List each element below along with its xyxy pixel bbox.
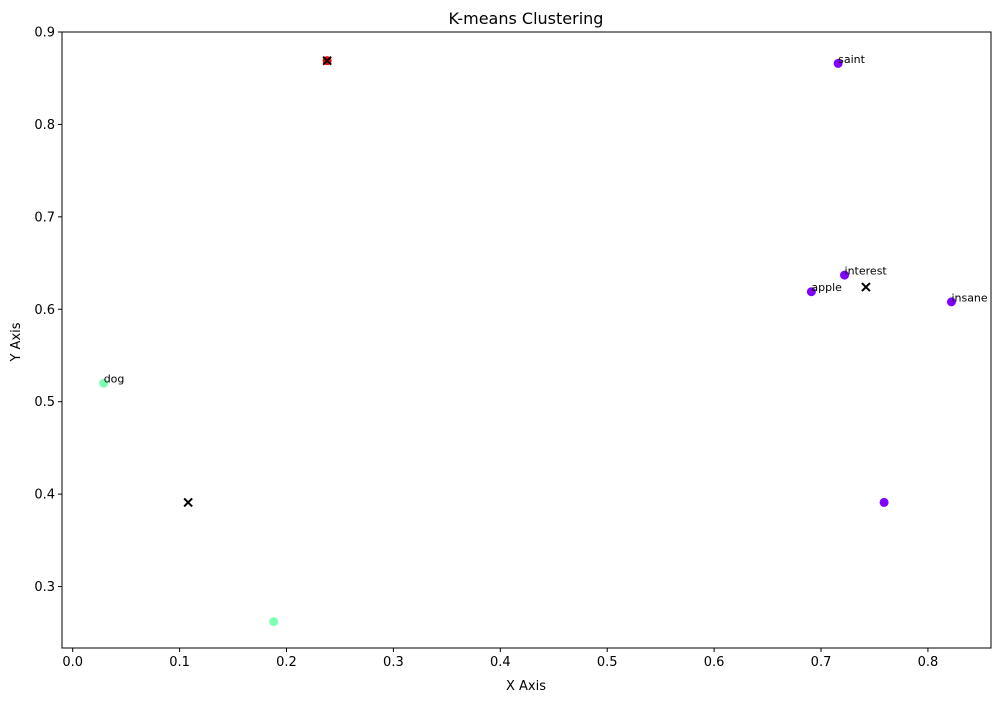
- x-tick-label: 0.0: [62, 655, 83, 670]
- point-label: dog: [104, 373, 125, 386]
- point-label: saint: [838, 53, 865, 66]
- y-tick-label: 0.7: [34, 210, 55, 225]
- y-tick-label: 0.5: [34, 395, 55, 410]
- data-point: [833, 58, 843, 68]
- centroid-marker: [322, 55, 332, 66]
- y-tick-label: 0.4: [34, 488, 55, 503]
- data-point: [806, 287, 816, 297]
- x-axis-label: X Axis: [506, 679, 546, 694]
- point-label: insane: [951, 291, 987, 304]
- data-point: [99, 378, 109, 388]
- x-tick-label: 0.7: [811, 655, 832, 670]
- x-tick-label: 0.5: [597, 655, 618, 670]
- y-axis-label: Y Axis: [9, 322, 24, 362]
- data-point: [840, 270, 850, 280]
- data-point: [269, 617, 279, 627]
- centroid-marker: [183, 497, 193, 508]
- y-tick-label: 0.8: [34, 118, 55, 133]
- centroid-marker: [861, 282, 871, 292]
- y-tick-label: 0.6: [34, 303, 55, 318]
- data-point: [946, 297, 956, 307]
- point-label: interest: [845, 265, 888, 278]
- y-tick-label: 0.9: [34, 26, 55, 41]
- x-tick-label: 0.8: [918, 655, 939, 670]
- plot-frame: [61, 31, 992, 649]
- x-tick-label: 0.1: [169, 655, 190, 670]
- y-axis: 0.3 0.4 0.5 0.6 0.7 0.8 0.9: [34, 26, 62, 595]
- x-tick-label: 0.2: [276, 655, 297, 670]
- data-point: [879, 497, 889, 507]
- chart-title: K-means Clustering: [449, 9, 604, 28]
- x-tick-label: 0.4: [490, 655, 511, 670]
- x-axis: 0.0 0.1 0.2 0.3 0.4 0.5 0.6 0.7 0.8: [62, 648, 938, 670]
- y-tick-label: 0.3: [34, 580, 55, 595]
- x-tick-label: 0.3: [383, 655, 404, 670]
- x-tick-label: 0.6: [704, 655, 725, 670]
- point-label: apple: [811, 281, 842, 294]
